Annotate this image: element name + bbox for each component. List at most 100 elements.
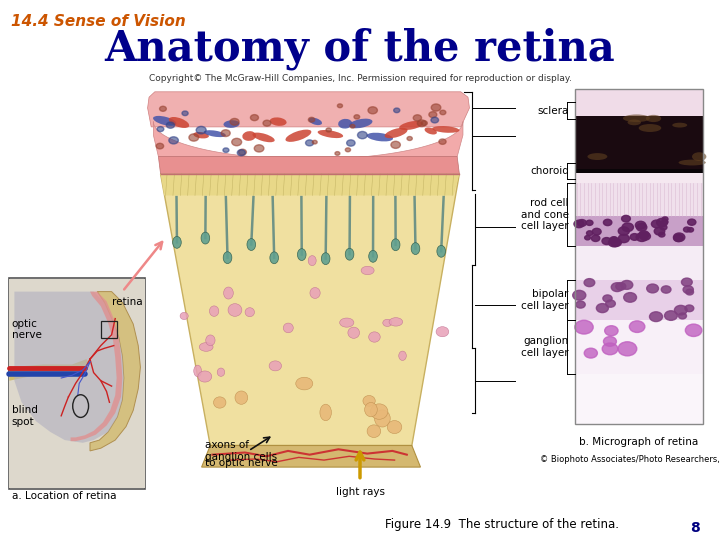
Circle shape (611, 239, 621, 247)
Ellipse shape (168, 117, 189, 128)
Ellipse shape (235, 391, 248, 404)
Circle shape (346, 140, 355, 146)
Circle shape (157, 126, 164, 132)
Bar (101, 321, 117, 338)
Circle shape (681, 278, 692, 286)
Circle shape (312, 140, 318, 144)
Ellipse shape (153, 116, 176, 126)
Ellipse shape (646, 115, 661, 122)
Circle shape (665, 311, 678, 320)
Ellipse shape (628, 119, 641, 125)
Ellipse shape (321, 253, 330, 265)
Circle shape (251, 114, 258, 120)
Circle shape (440, 110, 446, 114)
Circle shape (621, 280, 633, 289)
Text: axons of
ganglion cells: axons of ganglion cells (205, 440, 277, 462)
Bar (575, 217, 703, 246)
Ellipse shape (369, 251, 377, 262)
Polygon shape (14, 292, 124, 443)
Ellipse shape (214, 397, 226, 408)
Circle shape (616, 282, 626, 290)
Ellipse shape (437, 245, 446, 257)
Circle shape (685, 305, 694, 312)
Bar (575, 320, 703, 374)
Circle shape (618, 342, 636, 356)
Circle shape (662, 219, 668, 224)
Circle shape (649, 312, 662, 321)
Circle shape (230, 118, 239, 125)
Circle shape (685, 324, 702, 336)
Ellipse shape (198, 371, 212, 382)
Circle shape (635, 221, 646, 229)
Ellipse shape (206, 335, 215, 346)
Polygon shape (153, 122, 463, 159)
Polygon shape (202, 446, 420, 467)
Circle shape (618, 234, 629, 242)
Text: to optic nerve: to optic nerve (205, 458, 278, 468)
Ellipse shape (269, 361, 282, 371)
Ellipse shape (217, 368, 225, 376)
Circle shape (611, 283, 623, 292)
Text: rod cell
and cone
cell layer: rod cell and cone cell layer (521, 198, 569, 231)
Circle shape (577, 220, 587, 226)
Ellipse shape (639, 124, 661, 132)
Ellipse shape (193, 132, 209, 138)
Ellipse shape (346, 248, 354, 260)
Bar (575, 169, 703, 173)
Circle shape (350, 124, 355, 128)
Circle shape (608, 238, 620, 247)
Circle shape (610, 237, 617, 242)
Circle shape (602, 238, 611, 245)
Circle shape (603, 219, 612, 226)
Circle shape (584, 348, 598, 358)
Text: retina: retina (112, 298, 143, 307)
Ellipse shape (204, 130, 226, 137)
Ellipse shape (310, 287, 320, 299)
Circle shape (630, 234, 639, 240)
Circle shape (421, 121, 428, 125)
Ellipse shape (173, 237, 181, 248)
Ellipse shape (672, 123, 687, 127)
Circle shape (232, 138, 242, 146)
Circle shape (160, 106, 166, 111)
Circle shape (189, 134, 199, 141)
Circle shape (439, 139, 446, 144)
Text: Figure 14.9  The structure of the retina.: Figure 14.9 The structure of the retina. (385, 518, 619, 531)
Ellipse shape (387, 421, 402, 434)
Bar (575, 116, 703, 170)
Circle shape (196, 126, 206, 134)
Circle shape (603, 336, 616, 346)
Polygon shape (161, 174, 459, 195)
Ellipse shape (245, 308, 254, 316)
Ellipse shape (678, 160, 706, 165)
Circle shape (652, 220, 662, 228)
Bar (575, 89, 703, 116)
Ellipse shape (364, 402, 377, 417)
Circle shape (585, 235, 590, 240)
Circle shape (624, 293, 636, 302)
Ellipse shape (228, 303, 242, 316)
Ellipse shape (374, 410, 390, 427)
Circle shape (576, 301, 585, 308)
Ellipse shape (285, 130, 311, 142)
Circle shape (407, 137, 413, 140)
Circle shape (223, 148, 229, 152)
Circle shape (354, 115, 360, 119)
Circle shape (611, 237, 618, 242)
Circle shape (606, 300, 616, 307)
Circle shape (584, 279, 595, 287)
Ellipse shape (320, 404, 331, 421)
Circle shape (418, 120, 426, 126)
Ellipse shape (348, 327, 359, 339)
Ellipse shape (623, 114, 650, 122)
Ellipse shape (349, 119, 372, 129)
Text: light rays: light rays (336, 487, 384, 497)
Circle shape (683, 286, 693, 293)
Circle shape (661, 286, 671, 293)
Circle shape (659, 232, 665, 237)
Polygon shape (148, 92, 469, 127)
Ellipse shape (383, 319, 392, 327)
Circle shape (308, 117, 315, 122)
Text: b. Micrograph of retina: b. Micrograph of retina (579, 437, 698, 448)
Bar (9, 278, 145, 489)
